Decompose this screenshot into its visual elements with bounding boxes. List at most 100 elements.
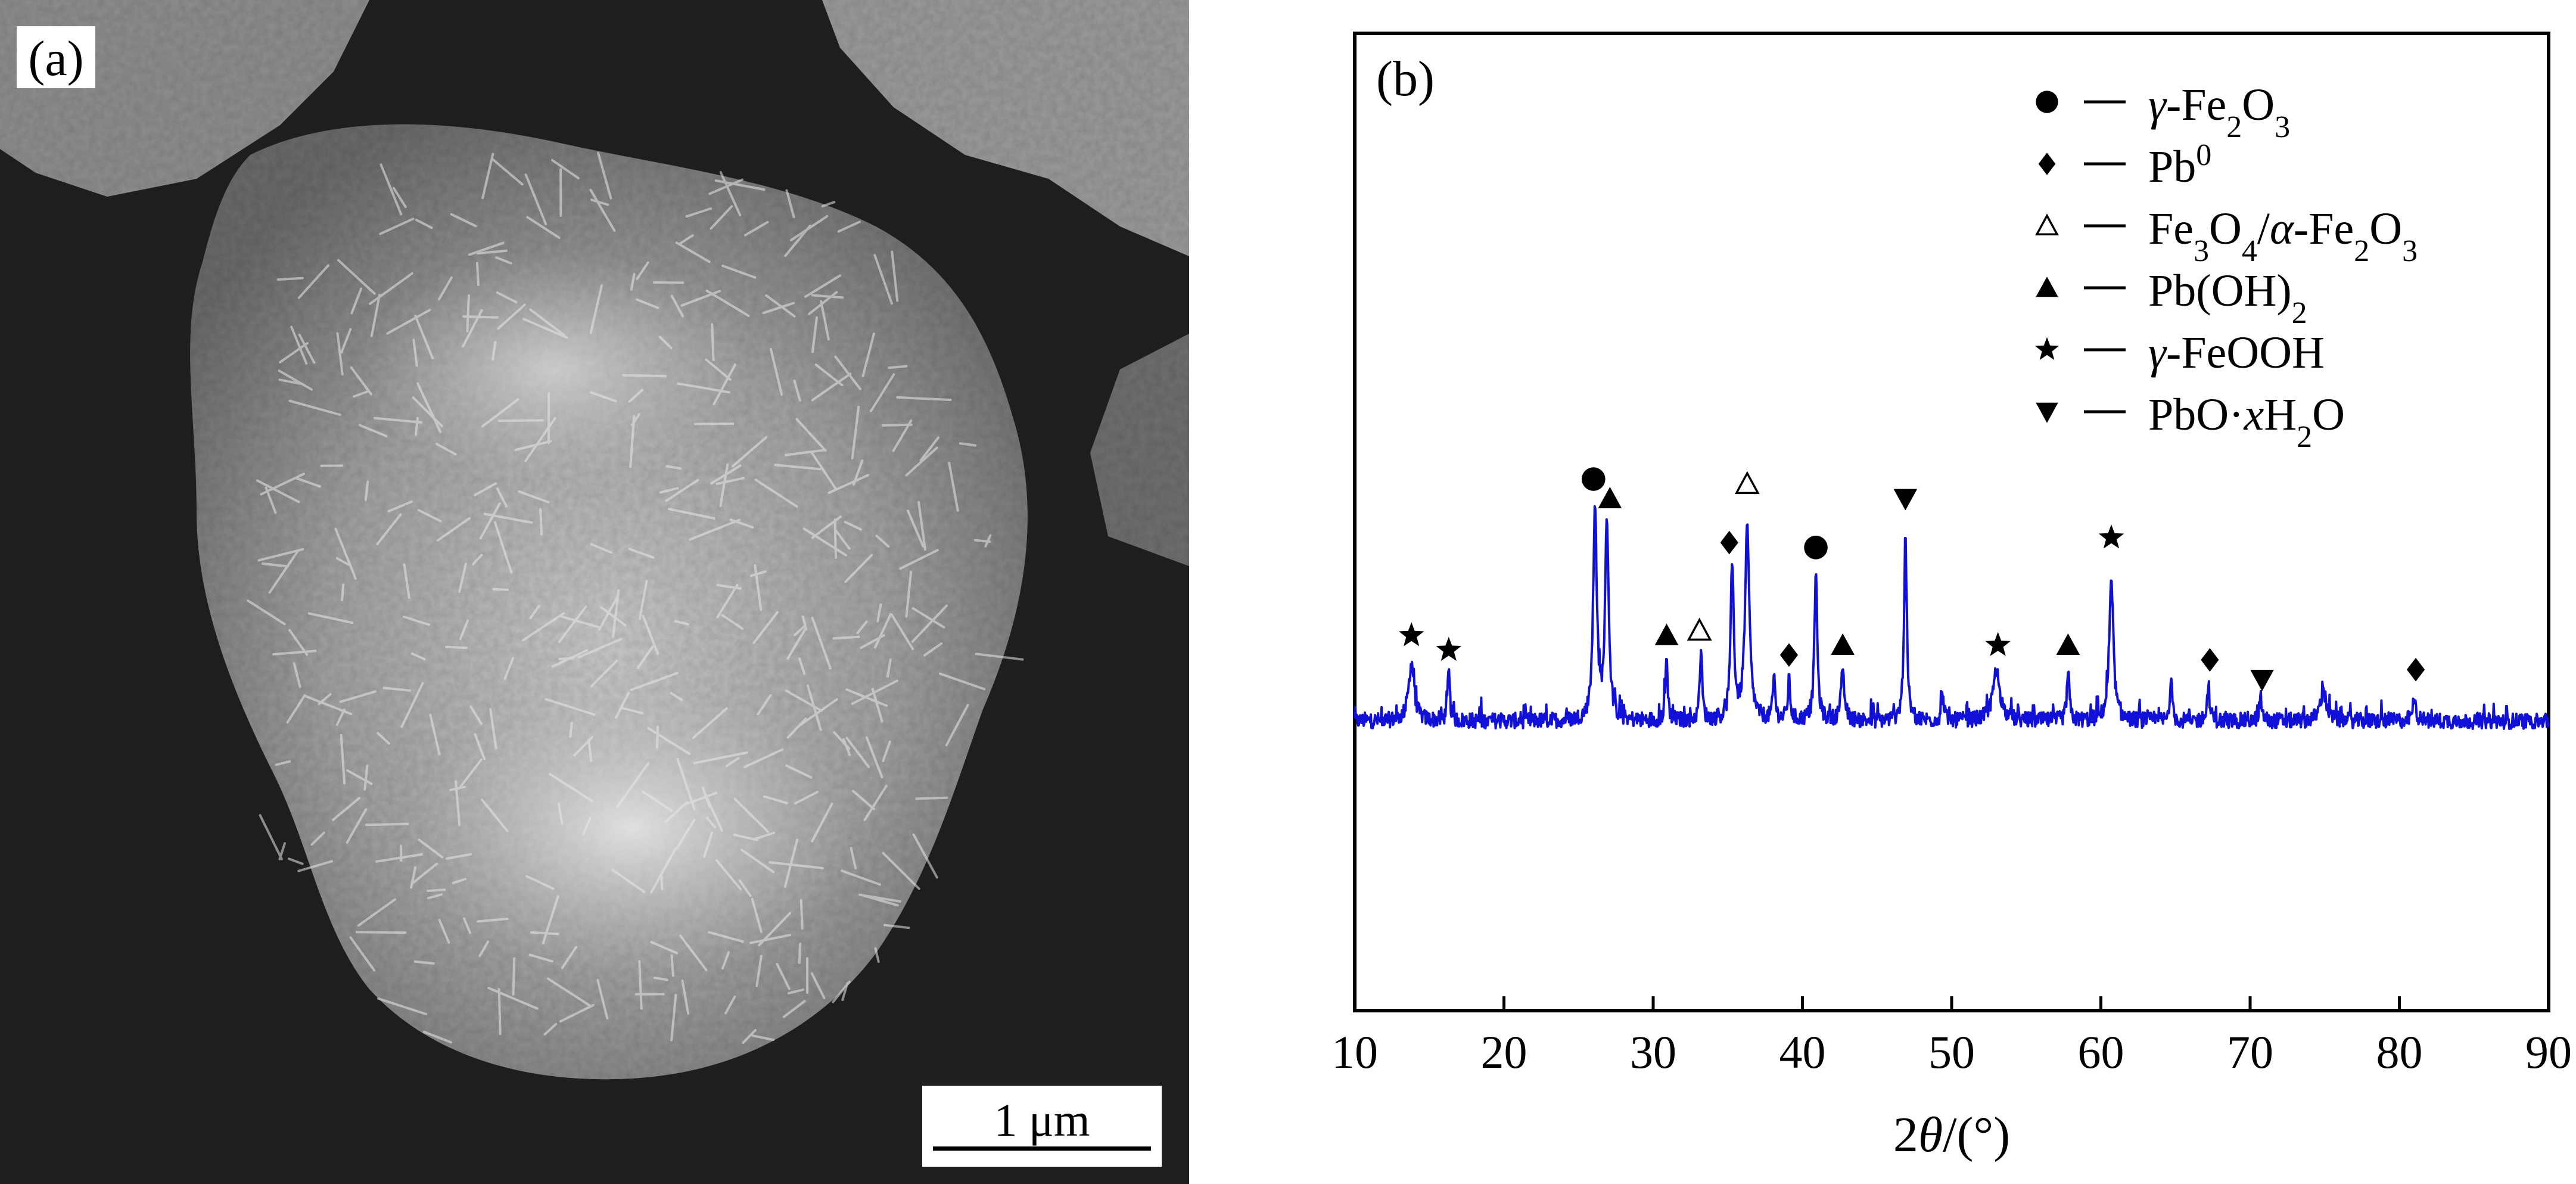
sem-lamella <box>875 534 890 548</box>
sem-lamella <box>349 936 376 972</box>
plot-frame <box>1353 32 2550 1012</box>
filled-circle-marker <box>1804 536 1828 560</box>
sem-lamella <box>278 378 301 385</box>
x-axis-label: 2θ/(°) <box>1893 1107 2010 1163</box>
sem-lamella <box>377 997 428 1015</box>
sem-lamella <box>742 1029 757 1044</box>
sem-lamella <box>427 893 443 900</box>
sem-lamella <box>561 946 577 969</box>
sem-lamella <box>369 272 413 305</box>
sem-lamella <box>479 502 501 540</box>
scale-bar-label: 1 μm <box>994 1094 1090 1146</box>
sem-lamella <box>841 869 881 886</box>
sem-lamella <box>743 220 769 237</box>
sem-lamella <box>334 527 357 580</box>
sem-lamella <box>615 691 630 719</box>
sem-lamella <box>915 796 948 800</box>
sem-lamella <box>403 563 410 599</box>
sem-lamella <box>715 859 742 891</box>
sem-lamella <box>670 294 685 318</box>
sem-lamella <box>339 690 377 703</box>
sem-lamella <box>412 396 443 428</box>
sem-lamella <box>801 615 808 631</box>
sem-lamella <box>416 382 441 433</box>
sem-lamella <box>412 338 418 367</box>
sem-lamella <box>418 838 444 859</box>
sem-lamella <box>631 413 640 427</box>
sem-lamella <box>721 265 757 279</box>
open-triangle-up-marker <box>1734 471 1760 495</box>
sem-lamella <box>787 988 804 995</box>
sem-lamella <box>763 795 788 804</box>
sem-lamella <box>417 509 442 523</box>
open-triangle-up-marker <box>2035 213 2059 236</box>
sem-lamella <box>786 627 807 660</box>
sem-lamella <box>751 1034 774 1042</box>
sem-lamella <box>762 302 795 315</box>
sem-lamella <box>622 374 667 378</box>
sem-lamella <box>524 173 547 225</box>
x-tick-label: 90 <box>2525 1026 2572 1078</box>
sem-lamella <box>290 325 308 365</box>
sem-lamella <box>676 818 696 850</box>
filled-diamond-marker <box>1720 530 1738 555</box>
sem-lamella <box>489 708 497 750</box>
sem-lamella <box>318 693 332 706</box>
sem-lamella <box>438 918 450 944</box>
sem-lamella <box>452 878 467 884</box>
sem-lamella <box>851 405 860 459</box>
sem-lamella <box>497 303 526 330</box>
sem-lamella <box>379 217 415 235</box>
sem-lamella <box>674 620 689 626</box>
sem-lamella <box>462 309 483 348</box>
sem-lamella <box>870 373 895 412</box>
sem-lamella <box>262 562 290 568</box>
sem-lamella <box>377 732 390 745</box>
x-tick-label: 70 <box>2227 1026 2273 1078</box>
sem-lamella <box>616 762 649 808</box>
sem-lamella <box>573 736 594 757</box>
filled-triangle-up-marker <box>2056 633 2080 655</box>
sem-lamella <box>852 790 875 810</box>
sem-lamella <box>650 940 679 955</box>
sem-lamella <box>707 798 723 832</box>
sem-lamella <box>335 708 346 726</box>
sem-lamella <box>833 518 837 559</box>
sem-lamella <box>685 207 713 218</box>
sem-lamella <box>670 994 677 1042</box>
sem-lamella <box>620 707 644 714</box>
sem-lamella <box>795 418 827 452</box>
sem-lamella <box>642 790 673 812</box>
sem-lamella <box>786 717 807 739</box>
sem-lamella <box>481 153 494 200</box>
sem-lamella <box>713 363 736 406</box>
legend-label: γ-Fe2O3 <box>2148 80 2290 144</box>
filled-circle-marker <box>2036 91 2058 113</box>
sem-lamella <box>919 436 939 462</box>
sem-lamella <box>600 606 627 627</box>
sem-lamella <box>665 465 682 470</box>
sem-lamella <box>680 290 721 307</box>
sem-lamella <box>549 773 593 803</box>
filled-triangle-up-marker <box>1654 623 1679 645</box>
sem-lamella <box>797 698 838 728</box>
sem-lamella <box>729 518 754 529</box>
sem-lamella <box>740 849 775 874</box>
sem-lamella <box>557 802 564 825</box>
sem-lamella <box>529 308 565 337</box>
sem-lamella <box>346 769 373 785</box>
sem-lamella <box>340 734 346 785</box>
sem-lamella <box>658 335 673 349</box>
sem-lamella <box>731 436 768 468</box>
sem-lamella <box>363 765 369 791</box>
sem-lamella <box>551 159 580 179</box>
sem-lamella <box>578 638 622 658</box>
sem-lamella <box>495 256 512 265</box>
filled-star-marker <box>2098 524 2124 549</box>
sem-lamella <box>808 291 838 315</box>
sem-lamella <box>630 273 636 291</box>
sem-lamella <box>589 188 616 232</box>
sem-lamella <box>256 479 300 504</box>
sem-lamella <box>528 953 553 963</box>
sem-lamella <box>525 875 555 890</box>
